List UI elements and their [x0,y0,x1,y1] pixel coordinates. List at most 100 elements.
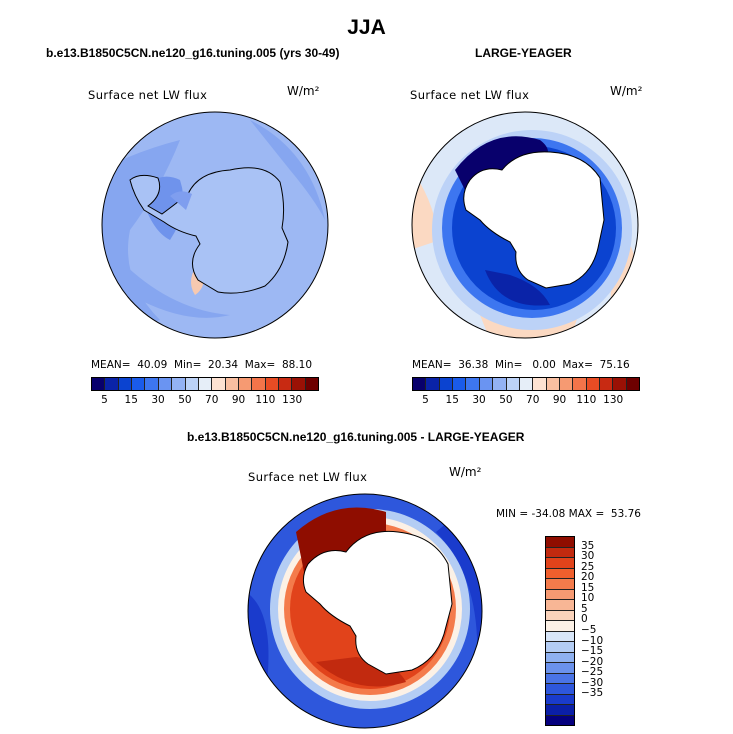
colorbar-swatch [546,378,560,390]
colorbar-swatch [546,579,574,590]
colorbar-swatch [533,378,547,390]
colorbar-swatch [479,378,494,390]
colorbar-tick-label: −15 [581,645,604,658]
colorbar-swatch [546,684,574,695]
colorbar-swatch [546,600,574,611]
panel-2-colorbar-ticks: 5 15 30 50 70 90 110 130 [412,394,640,408]
panel-2-polar-map [411,111,639,339]
colorbar-tick-label: 15 [445,394,459,406]
colorbar-swatch [292,378,306,390]
colorbar-tick-label: 30 [151,394,165,406]
panel-1-title: b.e13.B1850C5CN.ne120_g16.tuning.005 (yr… [46,46,340,60]
colorbar-swatch [546,652,574,663]
colorbar-tick-label: 10 [581,592,595,605]
colorbar-swatch [546,537,574,548]
diff-panel-unit: W/m² [449,465,482,479]
colorbar-swatch [546,568,574,579]
panel-2-stats: MEAN= 36.38 Min= 0.00 Max= 75.16 [412,359,630,371]
colorbar-tick-label: 5 [422,394,429,406]
colorbar-tick-label: 30 [581,550,595,563]
colorbar-swatch [559,378,574,390]
colorbar-tick-label: 0 [581,613,588,626]
colorbar-swatch [198,378,213,390]
colorbar-swatch [546,642,574,653]
colorbar-swatch [546,589,574,600]
colorbar-tick-label: 35 [581,539,595,552]
colorbar-swatch [573,378,587,390]
panel-1-stats: MEAN= 40.09 Min= 20.34 Max= 88.10 [91,359,313,371]
colorbar-swatch [466,378,480,390]
colorbar-tick-label: 50 [178,394,192,406]
diff-colorbar-ticks: 35 30 25 20 15 10 5 0 −5 −10 −15 −20 −25 −30 −35 [581,536,621,726]
colorbar-tick-label: −35 [581,687,604,700]
panel-2-variable-label: Surface net LW flux [410,88,530,102]
colorbar-swatch [600,378,614,390]
colorbar-swatch [132,378,146,390]
colorbar-swatch [158,378,173,390]
colorbar-swatch [546,694,574,705]
colorbar-swatch [546,715,574,725]
panel-1-unit: W/m² [287,84,320,98]
colorbar-swatch [546,621,574,632]
main-title: JJA [347,16,386,39]
colorbar-swatch [546,673,574,684]
diff-colorbar [545,536,575,726]
colorbar-tick-label: −30 [581,676,604,689]
colorbar-swatch [586,378,601,390]
colorbar-tick-label: 15 [124,394,138,406]
colorbar-swatch [172,378,186,390]
panel-2-colorbar [412,377,640,391]
colorbar-swatch [439,378,454,390]
colorbar-swatch [105,378,119,390]
diff-panel-title: b.e13.B1850C5CN.ne120_g16.tuning.005 - L… [187,430,525,444]
panel-1-colorbar [91,377,319,391]
panel-2-unit: W/m² [610,84,643,98]
colorbar-swatch [519,378,534,390]
colorbar-swatch [252,378,266,390]
colorbar-swatch [185,378,199,390]
colorbar-swatch [546,610,574,621]
colorbar-swatch [546,558,574,569]
panel-1-variable-label: Surface net LW flux [88,88,208,102]
colorbar-swatch [453,378,467,390]
colorbar-swatch [546,631,574,642]
colorbar-tick-label: 15 [581,581,595,594]
panel-1-polar-map [101,111,329,339]
colorbar-tick-label: 130 [282,394,303,406]
colorbar-tick-label: −5 [581,624,597,636]
colorbar-swatch [225,378,239,390]
colorbar-tick-label: 90 [552,394,567,406]
colorbar-swatch [546,663,574,674]
colorbar-tick-label: 110 [576,394,597,406]
colorbar-tick-label: 25 [581,560,595,573]
colorbar-swatch [413,378,427,390]
colorbar-swatch [546,705,574,716]
colorbar-tick-label: −25 [581,666,604,679]
colorbar-tick-label: 70 [205,394,219,406]
diff-panel-variable-label: Surface net LW flux [248,470,368,484]
colorbar-tick-label: 90 [231,394,246,406]
colorbar-swatch [613,378,627,390]
colorbar-tick-label: 30 [472,394,486,406]
colorbar-swatch [279,378,293,390]
colorbar-swatch [212,378,226,390]
colorbar-swatch [145,378,159,390]
colorbar-swatch [493,378,507,390]
colorbar-tick-label: 70 [526,394,540,406]
colorbar-tick-label: −20 [581,655,604,668]
colorbar-tick-label: 130 [603,394,624,406]
colorbar-swatch [626,378,640,390]
colorbar-tick-label: 110 [255,394,276,406]
panel-2-title: LARGE-YEAGER [475,46,572,60]
colorbar-swatch [546,547,574,558]
colorbar-tick-label: 5 [101,394,108,406]
colorbar-swatch [426,378,440,390]
colorbar-swatch [92,378,106,390]
colorbar-swatch [305,378,319,390]
colorbar-tick-label: 5 [581,602,588,615]
diff-panel-stats: MIN = -34.08 MAX = 53.76 [496,508,641,520]
colorbar-swatch [506,378,520,390]
colorbar-swatch [238,378,253,390]
colorbar-tick-label: 20 [581,571,595,584]
colorbar-tick-label: −10 [581,634,604,647]
